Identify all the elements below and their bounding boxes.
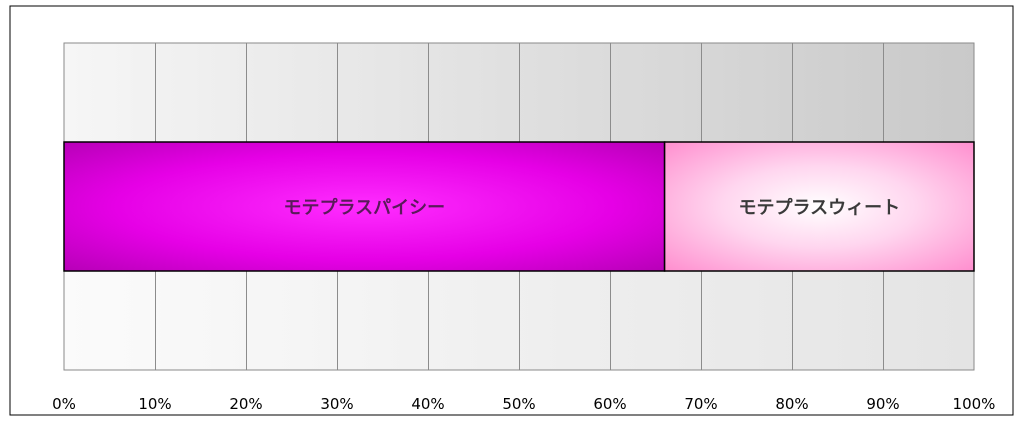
x-tick-label: 90% — [866, 395, 899, 413]
x-tick-label: 50% — [502, 395, 535, 413]
data-label: モテプラスパイシー — [283, 197, 445, 219]
bar-segment — [63, 141, 666, 272]
data-label: モテプラスウィート — [738, 197, 900, 219]
bars-group — [63, 141, 975, 272]
data-labels-group: モテプラスパイシー モテプラスウィート — [283, 197, 900, 219]
x-tick-label: 80% — [775, 395, 808, 413]
x-tick-label: 100% — [953, 395, 996, 413]
x-tick-label: 20% — [229, 395, 262, 413]
x-tick-label: 30% — [320, 395, 353, 413]
x-tick-label: 70% — [684, 395, 717, 413]
x-tick-label: 0% — [52, 395, 76, 413]
x-tick-label: 10% — [138, 395, 171, 413]
x-axis-tick-labels: 0% 10% 20% 30% 40% 50% 60% 70% 80% 90% 100% — [52, 395, 995, 413]
x-tick-label: 40% — [411, 395, 444, 413]
x-tick-label: 60% — [593, 395, 626, 413]
bar-segment — [663, 141, 975, 272]
